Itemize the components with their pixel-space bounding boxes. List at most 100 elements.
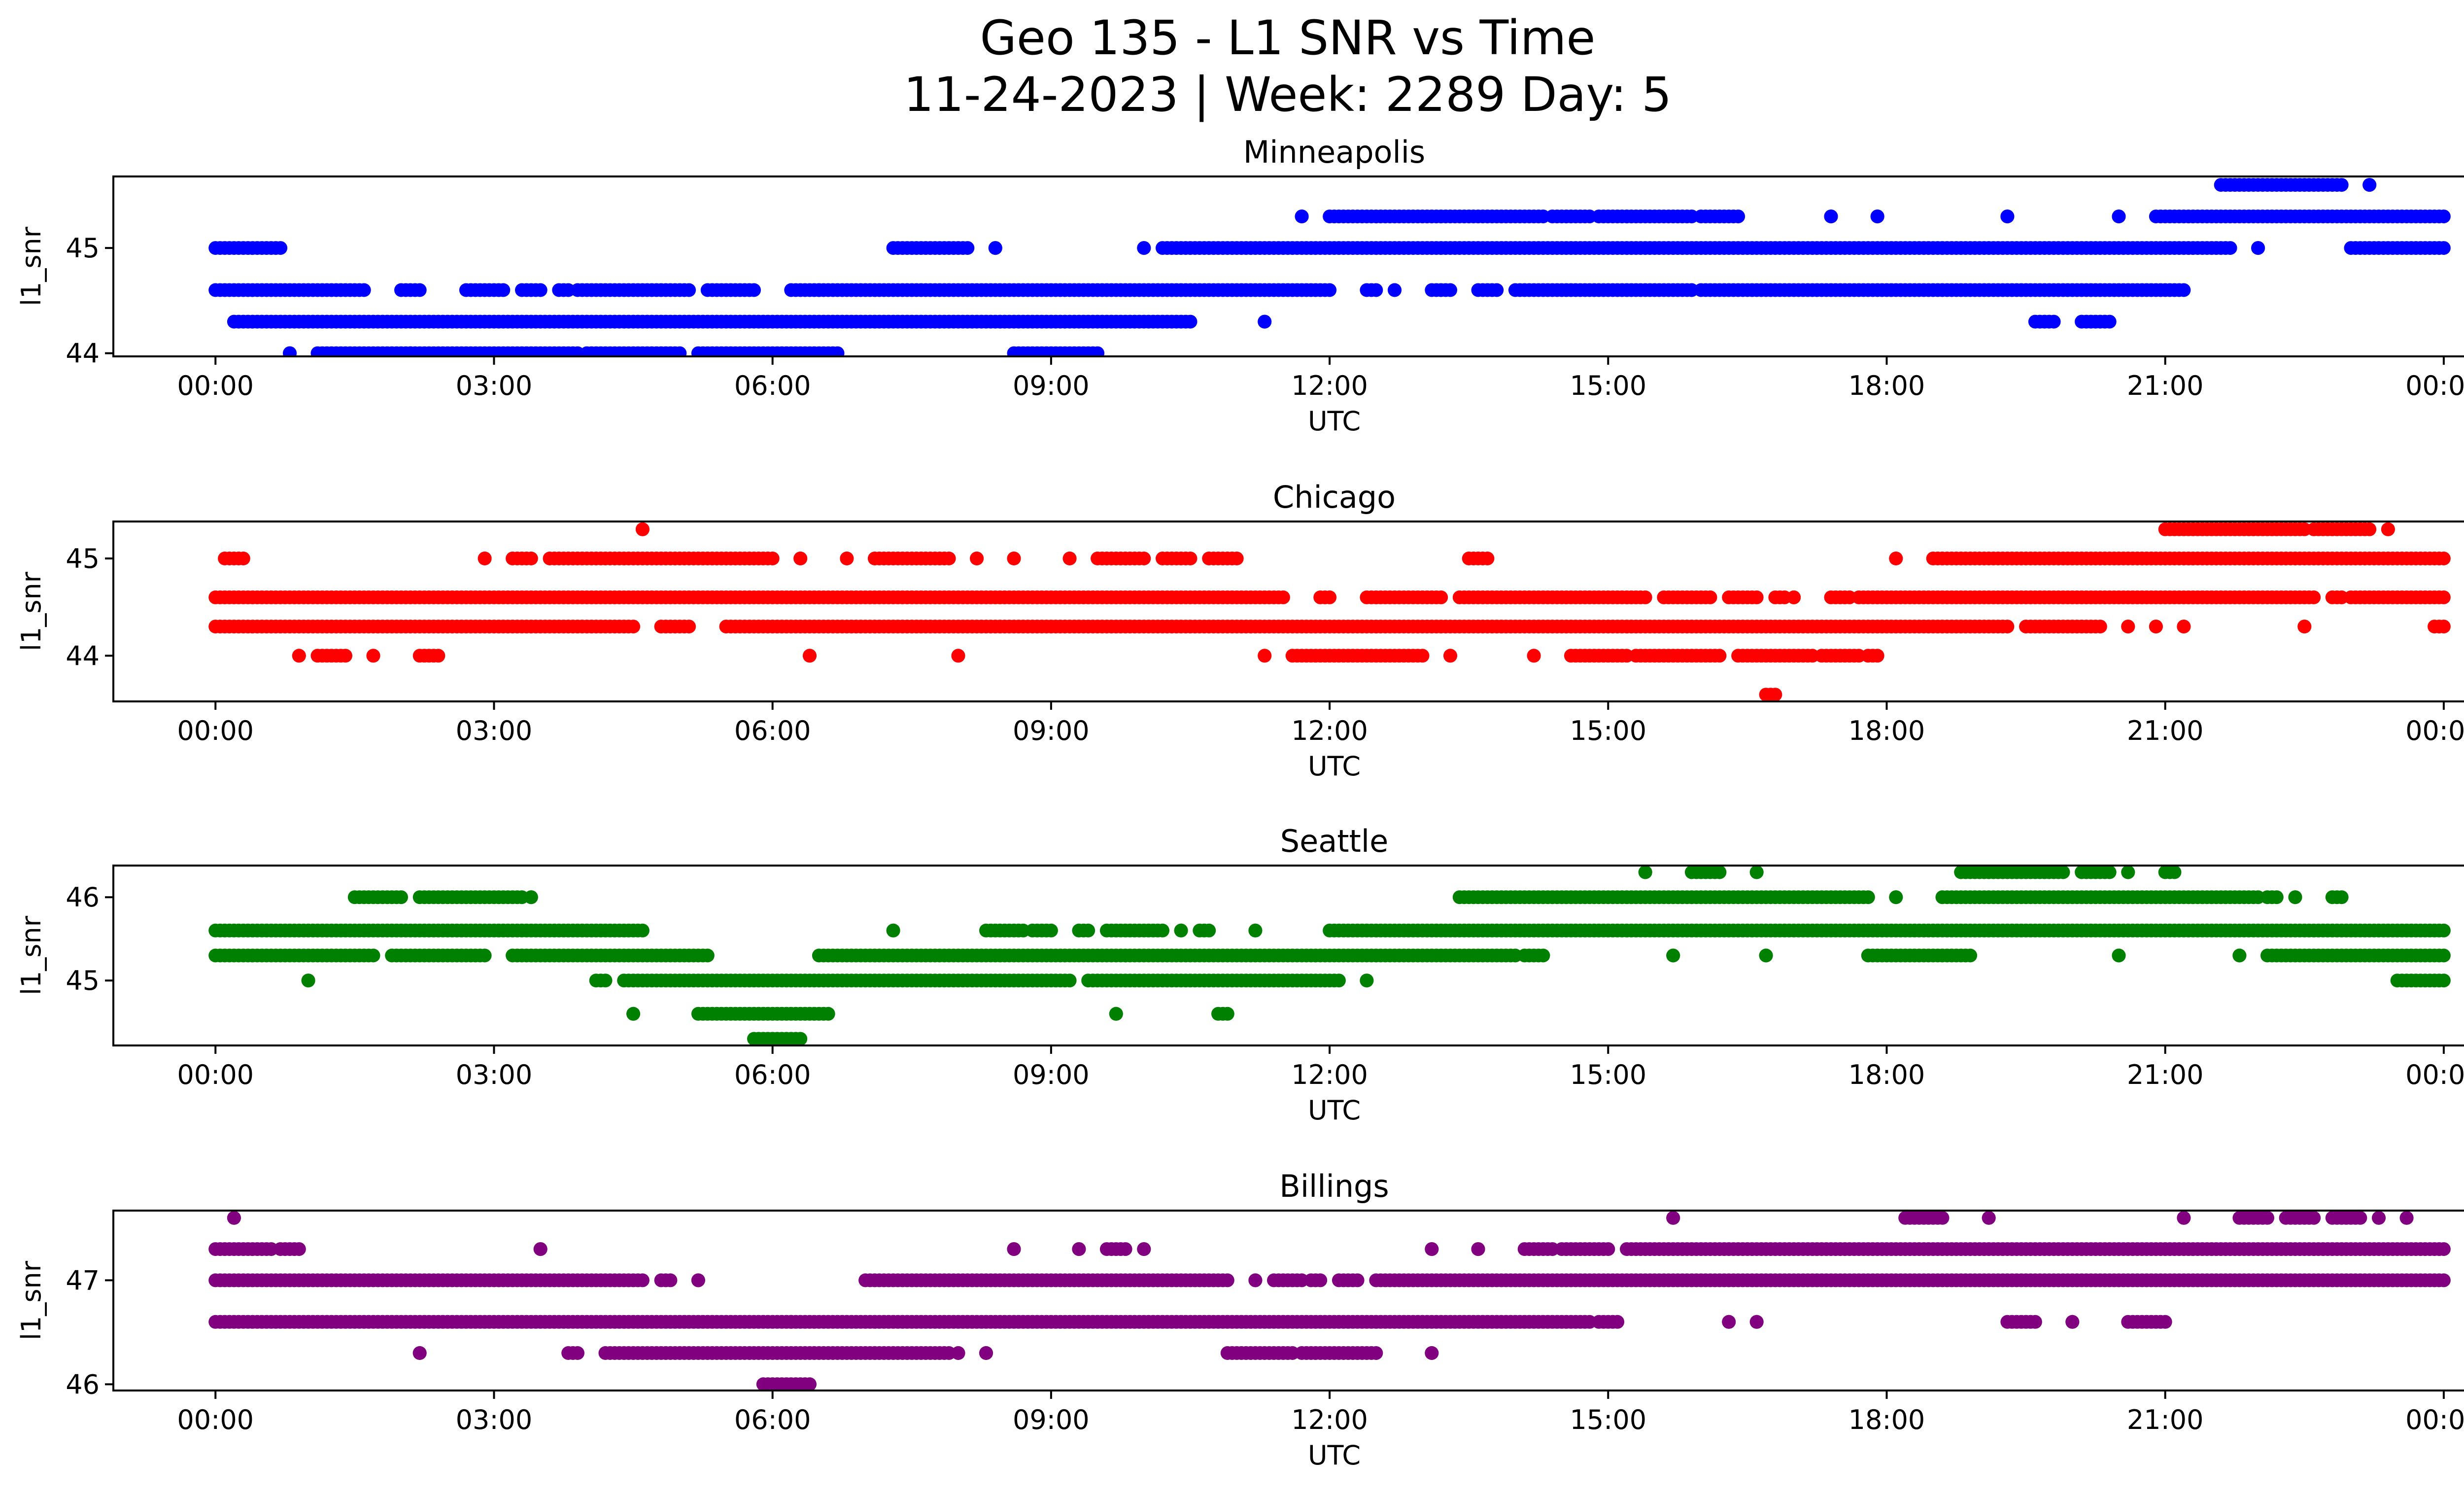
data-point: [793, 1032, 808, 1045]
data-point: [1824, 209, 1838, 224]
data-point: [1536, 948, 1550, 963]
x-tick-label: 06:00: [734, 1059, 811, 1090]
data-point: [1183, 552, 1198, 565]
data-point: [1861, 890, 1875, 904]
data-point: [626, 1007, 641, 1021]
series-points: [208, 866, 2451, 1045]
data-point: [1007, 552, 1021, 565]
x-tick-label: 21:00: [2127, 1059, 2204, 1090]
x-tick-label: 21:00: [2127, 1404, 2204, 1435]
x-tick-label: 03:00: [456, 715, 533, 746]
data-point: [747, 283, 761, 297]
x-tick-label: 12:00: [1291, 1059, 1368, 1090]
figure-title-line2: 11-24-2023 | Week: 2289 Day: 5: [904, 67, 1672, 123]
data-point: [524, 552, 538, 565]
data-point: [988, 241, 1002, 255]
data-point: [970, 552, 984, 565]
data-point: [1415, 649, 1430, 663]
y-tick-label: 45: [66, 233, 100, 264]
data-point: [2028, 1315, 2042, 1329]
x-axis-label: UTC: [1308, 406, 1361, 437]
data-point: [394, 890, 408, 904]
data-point: [1471, 1242, 1485, 1256]
data-point: [1109, 1007, 1123, 1021]
data-point: [1731, 209, 1745, 224]
data-point: [2399, 1211, 2414, 1225]
data-point: [227, 1211, 241, 1225]
data-point: [1276, 590, 1290, 604]
data-point: [1434, 590, 1448, 604]
data-point: [2297, 620, 2312, 634]
data-point: [2167, 866, 2182, 879]
data-point: [2121, 620, 2135, 634]
data-point: [1072, 1242, 1086, 1256]
data-point: [274, 241, 288, 255]
series-points: [208, 522, 2451, 701]
data-point: [2158, 1315, 2172, 1329]
data-point: [1137, 241, 1151, 255]
data-point: [524, 890, 538, 904]
data-point: [1081, 923, 1095, 938]
data-point: [1889, 890, 1903, 904]
data-point: [2177, 620, 2191, 634]
x-tick-label: 21:00: [2127, 370, 2204, 401]
data-point: [673, 346, 687, 356]
data-point: [821, 1007, 835, 1021]
x-tick-label: 00:00: [177, 370, 254, 401]
data-point: [2436, 923, 2451, 938]
panel-title: Seattle: [1280, 823, 1388, 859]
data-point: [1749, 590, 1764, 604]
data-point: [533, 283, 548, 297]
y-tick-label: 46: [66, 882, 100, 913]
data-point: [635, 1273, 650, 1287]
data-point: [2334, 890, 2349, 904]
data-point: [1332, 973, 1346, 988]
data-point: [357, 283, 371, 297]
y-tick-label: 46: [66, 1369, 100, 1400]
data-point: [2436, 1242, 2451, 1256]
data-point: [2362, 522, 2377, 536]
data-point: [412, 283, 427, 297]
data-point: [1889, 552, 1903, 565]
data-point: [1248, 1273, 1263, 1287]
data-point: [2436, 948, 2451, 963]
data-point: [2362, 178, 2377, 192]
data-point: [2102, 866, 2117, 879]
data-point: [830, 346, 845, 356]
data-point: [1174, 923, 1188, 938]
data-point: [1313, 1273, 1328, 1287]
x-tick-label: 09:00: [1013, 370, 1090, 401]
data-point: [2436, 620, 2451, 634]
data-point: [1360, 973, 1374, 988]
axes-frame: [112, 175, 2464, 357]
data-point: [2436, 973, 2451, 988]
x-tick-label: 12:00: [1291, 1404, 1368, 1435]
x-tick-label: 06:00: [734, 715, 811, 746]
data-point: [1202, 923, 1216, 938]
data-point: [1870, 209, 1884, 224]
data-point: [301, 973, 315, 988]
x-tick-label: 09:00: [1013, 715, 1090, 746]
data-point: [2047, 314, 2061, 329]
x-tick-label: 15:00: [1570, 1059, 1646, 1090]
data-point: [2121, 866, 2135, 879]
data-point: [2000, 620, 2015, 634]
figure-title-line1: Geo 135 - L1 SNR vs Time: [980, 10, 1596, 66]
data-point: [942, 552, 956, 565]
data-point: [236, 552, 250, 565]
series-points: [208, 178, 2451, 356]
data-point: [1323, 283, 1337, 297]
data-point: [2260, 1211, 2274, 1225]
data-point: [1323, 590, 1337, 604]
data-point: [1935, 1211, 1950, 1225]
data-point: [2372, 1211, 2386, 1225]
data-point: [951, 1346, 965, 1360]
data-point: [1712, 649, 1727, 663]
x-tick-label: 00:00: [177, 715, 254, 746]
data-point: [1870, 649, 1884, 663]
x-tick-label: 12:00: [1291, 370, 1368, 401]
data-point: [951, 649, 965, 663]
data-point: [1388, 283, 1402, 297]
data-point: [1220, 1273, 1234, 1287]
